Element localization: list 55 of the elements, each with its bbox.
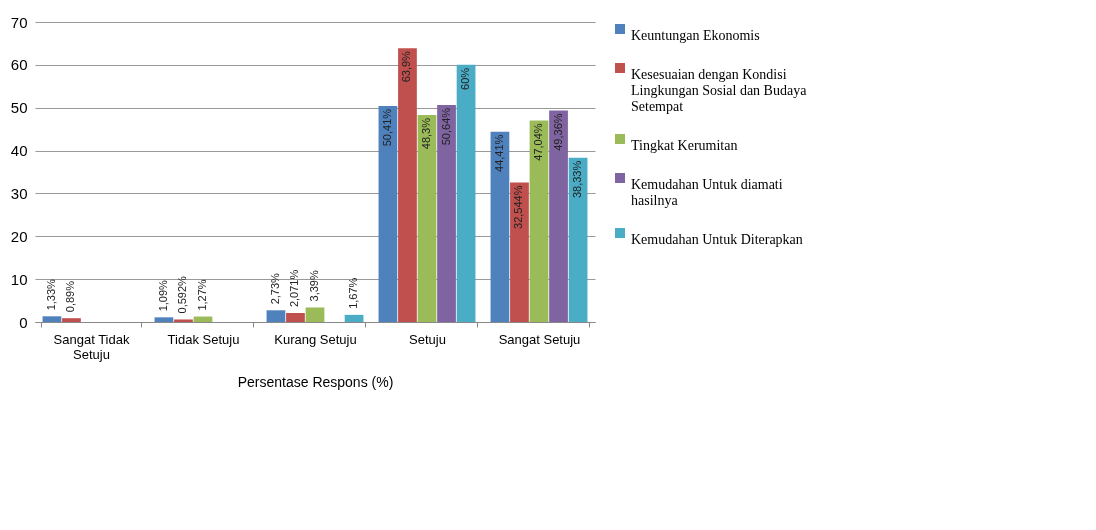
- legend-label: Kemudahan Untuk diamati hasilnya: [631, 177, 783, 208]
- y-tick-label: 60: [10, 56, 28, 74]
- bar: [437, 104, 456, 322]
- bar: [286, 313, 305, 322]
- x-tick-label: Sangat Tidak Setuju: [53, 331, 130, 362]
- x-tick-label: Kurang Setuju: [274, 331, 357, 347]
- y-tick-label: 70: [10, 13, 28, 31]
- bar: [62, 318, 81, 322]
- legend-label: Kesesuaian dengan Kondisi Lingkungan Sosial dan Budaya Setempat: [631, 67, 808, 114]
- x-tick-label: Sangat Setuju: [498, 331, 581, 347]
- bar: [417, 115, 437, 322]
- bar: [266, 310, 286, 322]
- bar: [529, 120, 549, 322]
- legend-label: Kemudahan Untuk Diterapkan: [631, 232, 803, 247]
- bar: [378, 105, 398, 322]
- x-tick-label: Tidak Setuju: [167, 331, 240, 347]
- data-label: 50,64%: [439, 107, 452, 146]
- bar: [174, 319, 193, 322]
- bar: [456, 64, 476, 322]
- x-tick-label: Setuju: [409, 331, 446, 347]
- data-label: 50,41%: [380, 108, 393, 147]
- bar: [154, 317, 174, 322]
- data-label: 49,36%: [551, 113, 564, 151]
- x-axis-title: Persentase Respons (%): [237, 373, 394, 390]
- data-label: 44,41%: [492, 134, 505, 172]
- bar: [510, 182, 529, 322]
- y-tick-label: 0: [19, 313, 28, 331]
- legend-label: Keuntungan Ekonomis: [631, 28, 760, 43]
- data-label: 2,071%: [288, 269, 301, 308]
- data-label: 47,04%: [532, 123, 544, 161]
- y-tick-label: 50: [10, 99, 28, 117]
- y-tick-label: 20: [10, 227, 28, 245]
- data-label: 48,3%: [420, 117, 432, 150]
- bar: [549, 110, 568, 322]
- bar: [305, 307, 325, 322]
- data-label: 63,9%: [400, 50, 413, 83]
- data-label: 2,73%: [268, 272, 281, 305]
- bar: [398, 48, 417, 322]
- bar: [42, 316, 62, 322]
- data-label: 60%: [459, 67, 472, 90]
- y-tick-label: 30: [10, 184, 28, 202]
- data-label: 0,89%: [64, 280, 77, 313]
- data-label: 1,33%: [44, 278, 57, 311]
- data-label: 3,39%: [308, 270, 320, 302]
- data-label: 0,592%: [176, 275, 189, 314]
- data-label: 38,33%: [571, 160, 584, 199]
- bar: [490, 131, 510, 322]
- data-label: 1,09%: [156, 279, 169, 312]
- legend-label: Tingkat Kerumitan: [631, 138, 738, 153]
- bar: [344, 314, 364, 322]
- data-label: 1,67%: [347, 277, 360, 309]
- data-label: 1,27%: [196, 279, 208, 311]
- y-tick-label: 10: [10, 270, 28, 288]
- data-label: 32,544%: [512, 185, 525, 229]
- y-tick-label: 40: [10, 142, 28, 160]
